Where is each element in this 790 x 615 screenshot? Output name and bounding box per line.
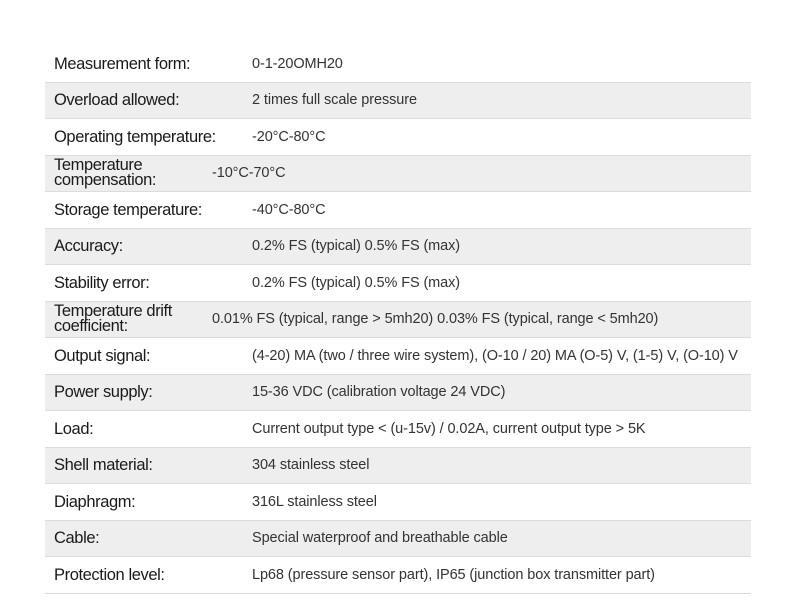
- spec-label: Power supply:: [54, 383, 153, 402]
- spec-value: -40°C-80°C: [252, 201, 326, 218]
- spec-value: Lp68 (pressure sensor part), IP65 (junct…: [252, 566, 655, 583]
- spec-label: Overload allowed:: [54, 91, 180, 110]
- spec-value: Special waterproof and breathable cable: [252, 530, 508, 547]
- spec-row-operating-temperature: Operating temperature: -20°C-80°C: [45, 119, 751, 156]
- spec-row-measurement-form: Measurement form: 0-1-20OMH20: [45, 46, 751, 83]
- spec-row-output-signal: Output signal: (4-20) MA (two / three wi…: [45, 338, 751, 375]
- spec-row-temperature-drift-coefficient: Temperature drift coefficient: 0.01% FS …: [45, 301, 751, 338]
- spec-row-power-supply: Power supply: 15-36 VDC (calibration vol…: [45, 374, 751, 411]
- spec-label: Temperature compensation:: [54, 155, 157, 190]
- spec-label: Temperature drift coefficient:: [54, 301, 172, 336]
- spec-row-overload-allowed: Overload allowed: 2 times full scale pre…: [45, 82, 751, 119]
- spec-value: 0.2% FS (typical) 0.5% FS (max): [252, 238, 461, 255]
- spec-row-cable: Cable: Special waterproof and breathable…: [45, 520, 751, 557]
- spec-row-load: Load: Current output type < (u-15v) / 0.…: [45, 411, 751, 448]
- spec-table: Measurement form: 0-1-20OMH20 Overload a…: [45, 46, 751, 594]
- spec-value: 304 stainless steel: [252, 457, 370, 474]
- spec-value: 0.2% FS (typical) 0.5% FS (max): [252, 274, 461, 291]
- spec-value: 15-36 VDC (calibration voltage 24 VDC): [252, 384, 506, 401]
- spec-row-storage-temperature: Storage temperature: -40°C-80°C: [45, 192, 751, 229]
- spec-label: Stability error:: [54, 273, 150, 292]
- spec-row-shell-material: Shell material: 304 stainless steel: [45, 447, 751, 484]
- spec-label: Load:: [54, 419, 94, 438]
- spec-value: 0.01% FS (typical, range > 5mh20) 0.03% …: [212, 311, 659, 328]
- spec-label: Shell material:: [54, 456, 153, 475]
- spec-label: Protection level:: [54, 565, 165, 584]
- spec-value: (4-20) MA (two / three wire system), (O-…: [252, 347, 738, 364]
- spec-value: 2 times full scale pressure: [252, 92, 417, 109]
- spec-value: 0-1-20OMH20: [252, 55, 343, 72]
- spec-row-temperature-compensation: Temperature compensation: -10°C-70°C: [45, 155, 751, 192]
- spec-row-stability-error: Stability error: 0.2% FS (typical) 0.5% …: [45, 265, 751, 302]
- spec-label: Accuracy:: [54, 237, 123, 256]
- spec-label: Measurement form:: [54, 54, 191, 73]
- spec-row-accuracy: Accuracy: 0.2% FS (typical) 0.5% FS (max…: [45, 228, 751, 265]
- spec-row-diaphragm: Diaphragm: 316L stainless steel: [45, 484, 751, 521]
- spec-row-protection-level: Protection level: Lp68 (pressure sensor …: [45, 557, 751, 594]
- spec-label: Cable:: [54, 529, 100, 548]
- spec-value: -10°C-70°C: [212, 165, 286, 182]
- spec-label: Output signal:: [54, 346, 151, 365]
- spec-value: 316L stainless steel: [252, 493, 377, 510]
- spec-label: Operating temperature:: [54, 127, 216, 146]
- spec-value: Current output type < (u-15v) / 0.02A, c…: [252, 420, 646, 437]
- spec-label: Storage temperature:: [54, 200, 202, 219]
- spec-label: Diaphragm:: [54, 492, 136, 511]
- spec-value: -20°C-80°C: [252, 128, 326, 145]
